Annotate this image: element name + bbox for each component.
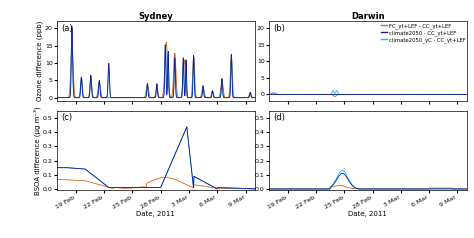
Title: Sydney: Sydney bbox=[138, 12, 173, 21]
Title: Darwin: Darwin bbox=[351, 12, 385, 21]
Text: (b): (b) bbox=[273, 24, 285, 33]
Text: (d): (d) bbox=[273, 113, 285, 122]
Legend: FC_γt+LEF - CC_γt+LEF, climate2050 - CC_γt+LEF, climate2050_γC - CC_γt+LEF: FC_γt+LEF - CC_γt+LEF, climate2050 - CC_… bbox=[380, 22, 466, 43]
X-axis label: Date, 2011: Date, 2011 bbox=[137, 211, 175, 217]
Text: (a): (a) bbox=[61, 24, 73, 33]
Y-axis label: Ozone difference (ppb): Ozone difference (ppb) bbox=[37, 21, 44, 101]
Text: (c): (c) bbox=[61, 113, 72, 122]
Y-axis label: BSOA difference (μg m⁻³): BSOA difference (μg m⁻³) bbox=[34, 106, 41, 195]
X-axis label: Date, 2011: Date, 2011 bbox=[348, 211, 387, 217]
